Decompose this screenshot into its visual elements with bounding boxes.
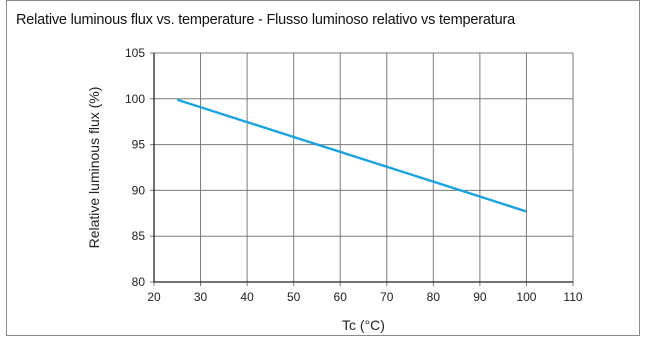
x-tick-label: 80 [427, 290, 441, 304]
x-tick-label: 70 [380, 290, 394, 304]
x-tick-label: 90 [473, 290, 487, 304]
series-layer [176, 98, 527, 213]
y-axis-label: Relative luminous flux (%) [86, 87, 102, 249]
x-tick-label: 30 [194, 290, 208, 304]
y-tick-label: 90 [132, 183, 146, 197]
y-tick-label: 95 [132, 138, 146, 152]
x-tick-label: 50 [287, 290, 301, 304]
x-tick-label: 60 [334, 290, 348, 304]
x-tick-label: 100 [516, 290, 536, 304]
y-tick-label: 80 [132, 275, 146, 289]
y-tick-label: 100 [125, 92, 145, 106]
chart-frame [6, 0, 640, 336]
y-tick-label: 85 [132, 229, 146, 243]
series-line [176, 98, 527, 213]
label-layer: 20 30 40 50 60 70 80 90 100 110 80 85 90 95 100 105 Tc (… [86, 46, 583, 333]
y-tick-label: 105 [125, 46, 145, 60]
grid-layer [150, 52, 574, 286]
axis-layer [153, 53, 573, 283]
x-axis-label: Tc (°C) [342, 317, 385, 333]
x-tick-label: 20 [147, 290, 161, 304]
chart-title: Relative luminous flux vs. temperature -… [16, 12, 515, 28]
x-tick-label: 110 [563, 290, 582, 304]
x-tick-label: 40 [240, 290, 254, 304]
